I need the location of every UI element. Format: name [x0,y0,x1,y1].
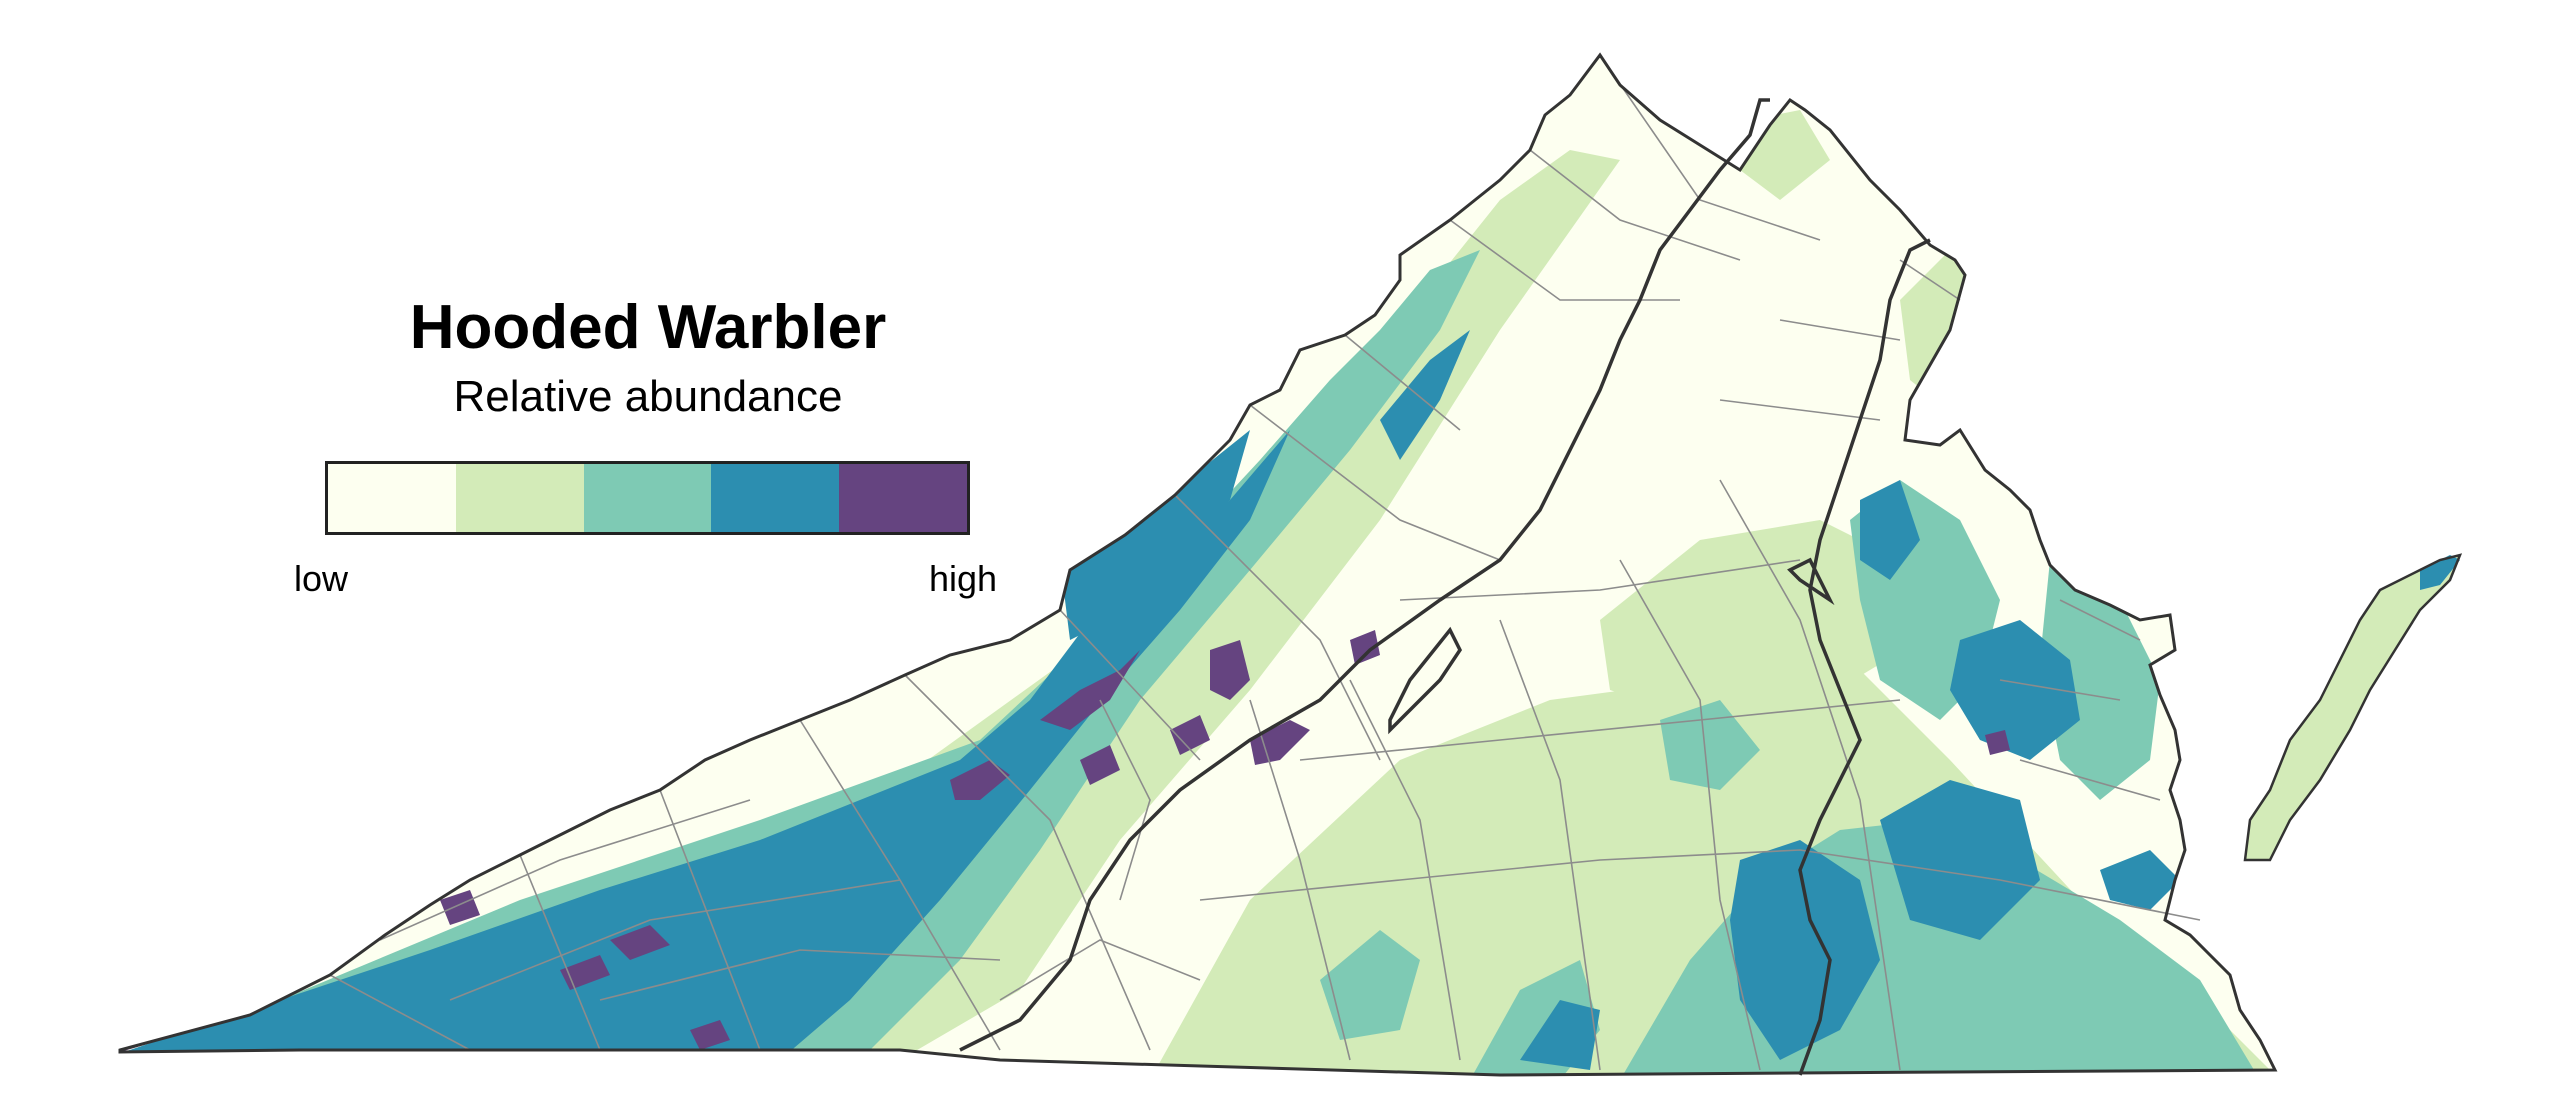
legend-color-bar [325,461,970,535]
legend-low-label: low [294,558,349,599]
map-subtitle: Relative abundance [453,372,843,421]
eastern-shore-edge [2420,555,2460,590]
region-divides [959,98,1931,1076]
legend-swatch-2 [455,464,584,532]
map-title: Hooded Warbler [409,293,887,362]
legend-swatch-5 [839,464,967,532]
legend-swatch-3 [583,464,712,532]
legend-swatch-1 [328,464,456,532]
county-lines [329,54,2201,1071]
legend-swatch-4 [711,464,840,532]
state-outline [118,52,2278,1077]
legend-high-label: high [929,558,998,599]
